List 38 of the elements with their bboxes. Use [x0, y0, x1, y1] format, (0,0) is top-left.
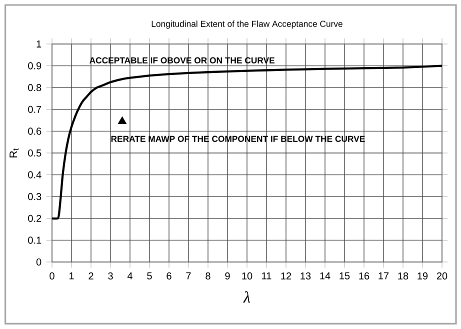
- x-tick-label: 5: [147, 272, 152, 280]
- x-tick-label: 20: [436, 272, 448, 280]
- x-tick-label: 15: [340, 272, 350, 280]
- x-tick-label: 19: [418, 272, 428, 280]
- x-tick-label: 14: [320, 272, 330, 280]
- x-axis-title: λ: [243, 291, 250, 303]
- y-tick-label: 0.4: [28, 171, 42, 178]
- y-tick-label: 0.6: [28, 128, 42, 135]
- annotation: ACCEPTABLE IF OBOVE OR ON THE CURVE: [90, 57, 275, 64]
- x-tick-label: 3: [108, 272, 113, 280]
- x-tick-label: 2: [88, 272, 94, 280]
- y-tick-label: 1: [36, 40, 42, 48]
- x-tick-label: 8: [206, 272, 210, 280]
- y-axis-title: R$_{t}$: [10, 148, 19, 158]
- x-tick-label: 13: [300, 272, 311, 280]
- y-tick-label: 0.2: [28, 214, 42, 222]
- line-series: [50, 64, 444, 220]
- y-tick-label: 0.8: [28, 84, 42, 92]
- x-tick-label: 7: [186, 272, 191, 280]
- x-tick-label: 9: [225, 272, 230, 280]
- x-tick-label: 6: [166, 272, 172, 280]
- y-tick-label: 0.5: [28, 149, 42, 157]
- y-tick-label: 0.9: [28, 62, 42, 70]
- y-tick-label: 0.3: [28, 193, 42, 200]
- x-tick-label: 12: [281, 272, 292, 280]
- x-tick-label: 0: [50, 272, 54, 280]
- x-tick-label: 10: [242, 272, 252, 280]
- y-tick-label: 0.1: [28, 236, 42, 244]
- x-tick-label: 11: [262, 272, 272, 280]
- annotation: RERATE MAWP OF THE COMPONENT IF BELOW THE CURVE: [111, 136, 365, 142]
- x-tick-label: 1: [69, 272, 74, 280]
- x-tick-label: 16: [359, 272, 370, 280]
- x-tick-label: 18: [398, 272, 408, 280]
- y-tick-label: 0: [36, 258, 42, 266]
- chart-title: Longitudinal Extent of the Flaw Acceptance Curve: [152, 20, 342, 29]
- x-tick-label: 4: [127, 272, 132, 280]
- x-tick-label: 17: [378, 272, 389, 280]
- y-tick-label: 0.7: [28, 106, 42, 113]
